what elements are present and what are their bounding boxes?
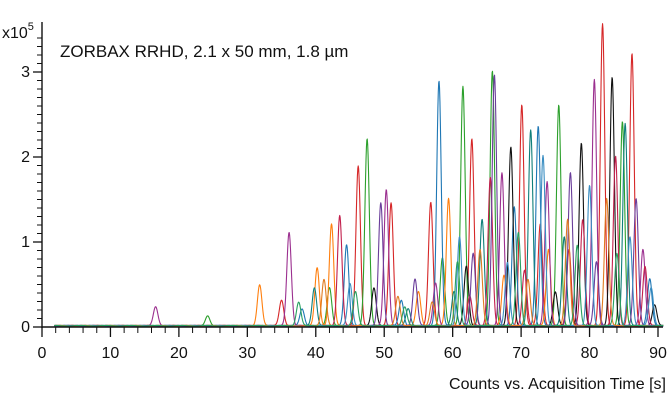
x-tick-label: 60 bbox=[444, 345, 462, 362]
x-tick-label: 20 bbox=[170, 345, 188, 362]
x-tick-label: 70 bbox=[512, 345, 530, 362]
series-line bbox=[54, 231, 664, 327]
y-tick-label: 3 bbox=[21, 64, 30, 81]
column-annotation: ZORBAX RRHD, 2.1 x 50 mm, 1.8 µm bbox=[60, 42, 348, 61]
x-tick-label: 40 bbox=[307, 345, 325, 362]
series-line bbox=[54, 23, 664, 327]
y-multiplier-exponent: 5 bbox=[28, 21, 34, 33]
y-tick-label: 0 bbox=[21, 319, 30, 336]
y-multiplier-label: x105 bbox=[2, 21, 34, 42]
series-layer bbox=[54, 23, 664, 327]
x-tick-label: 10 bbox=[102, 345, 120, 362]
y-tick-label: 1 bbox=[21, 234, 30, 251]
x-axis-title: Counts vs. Acquisition Time [s] bbox=[449, 376, 666, 393]
y-tick-label: 2 bbox=[21, 149, 30, 166]
x-tick-label: 0 bbox=[38, 345, 47, 362]
x-tick-label: 30 bbox=[238, 345, 256, 362]
x-tick-label: 50 bbox=[375, 345, 393, 362]
x-tick-label: 90 bbox=[649, 345, 667, 362]
axes-layer: 0 10 20 30 40 50 60 70 80 90 0 1 2 3 bbox=[21, 22, 667, 362]
x-tick-label: 80 bbox=[581, 345, 599, 362]
